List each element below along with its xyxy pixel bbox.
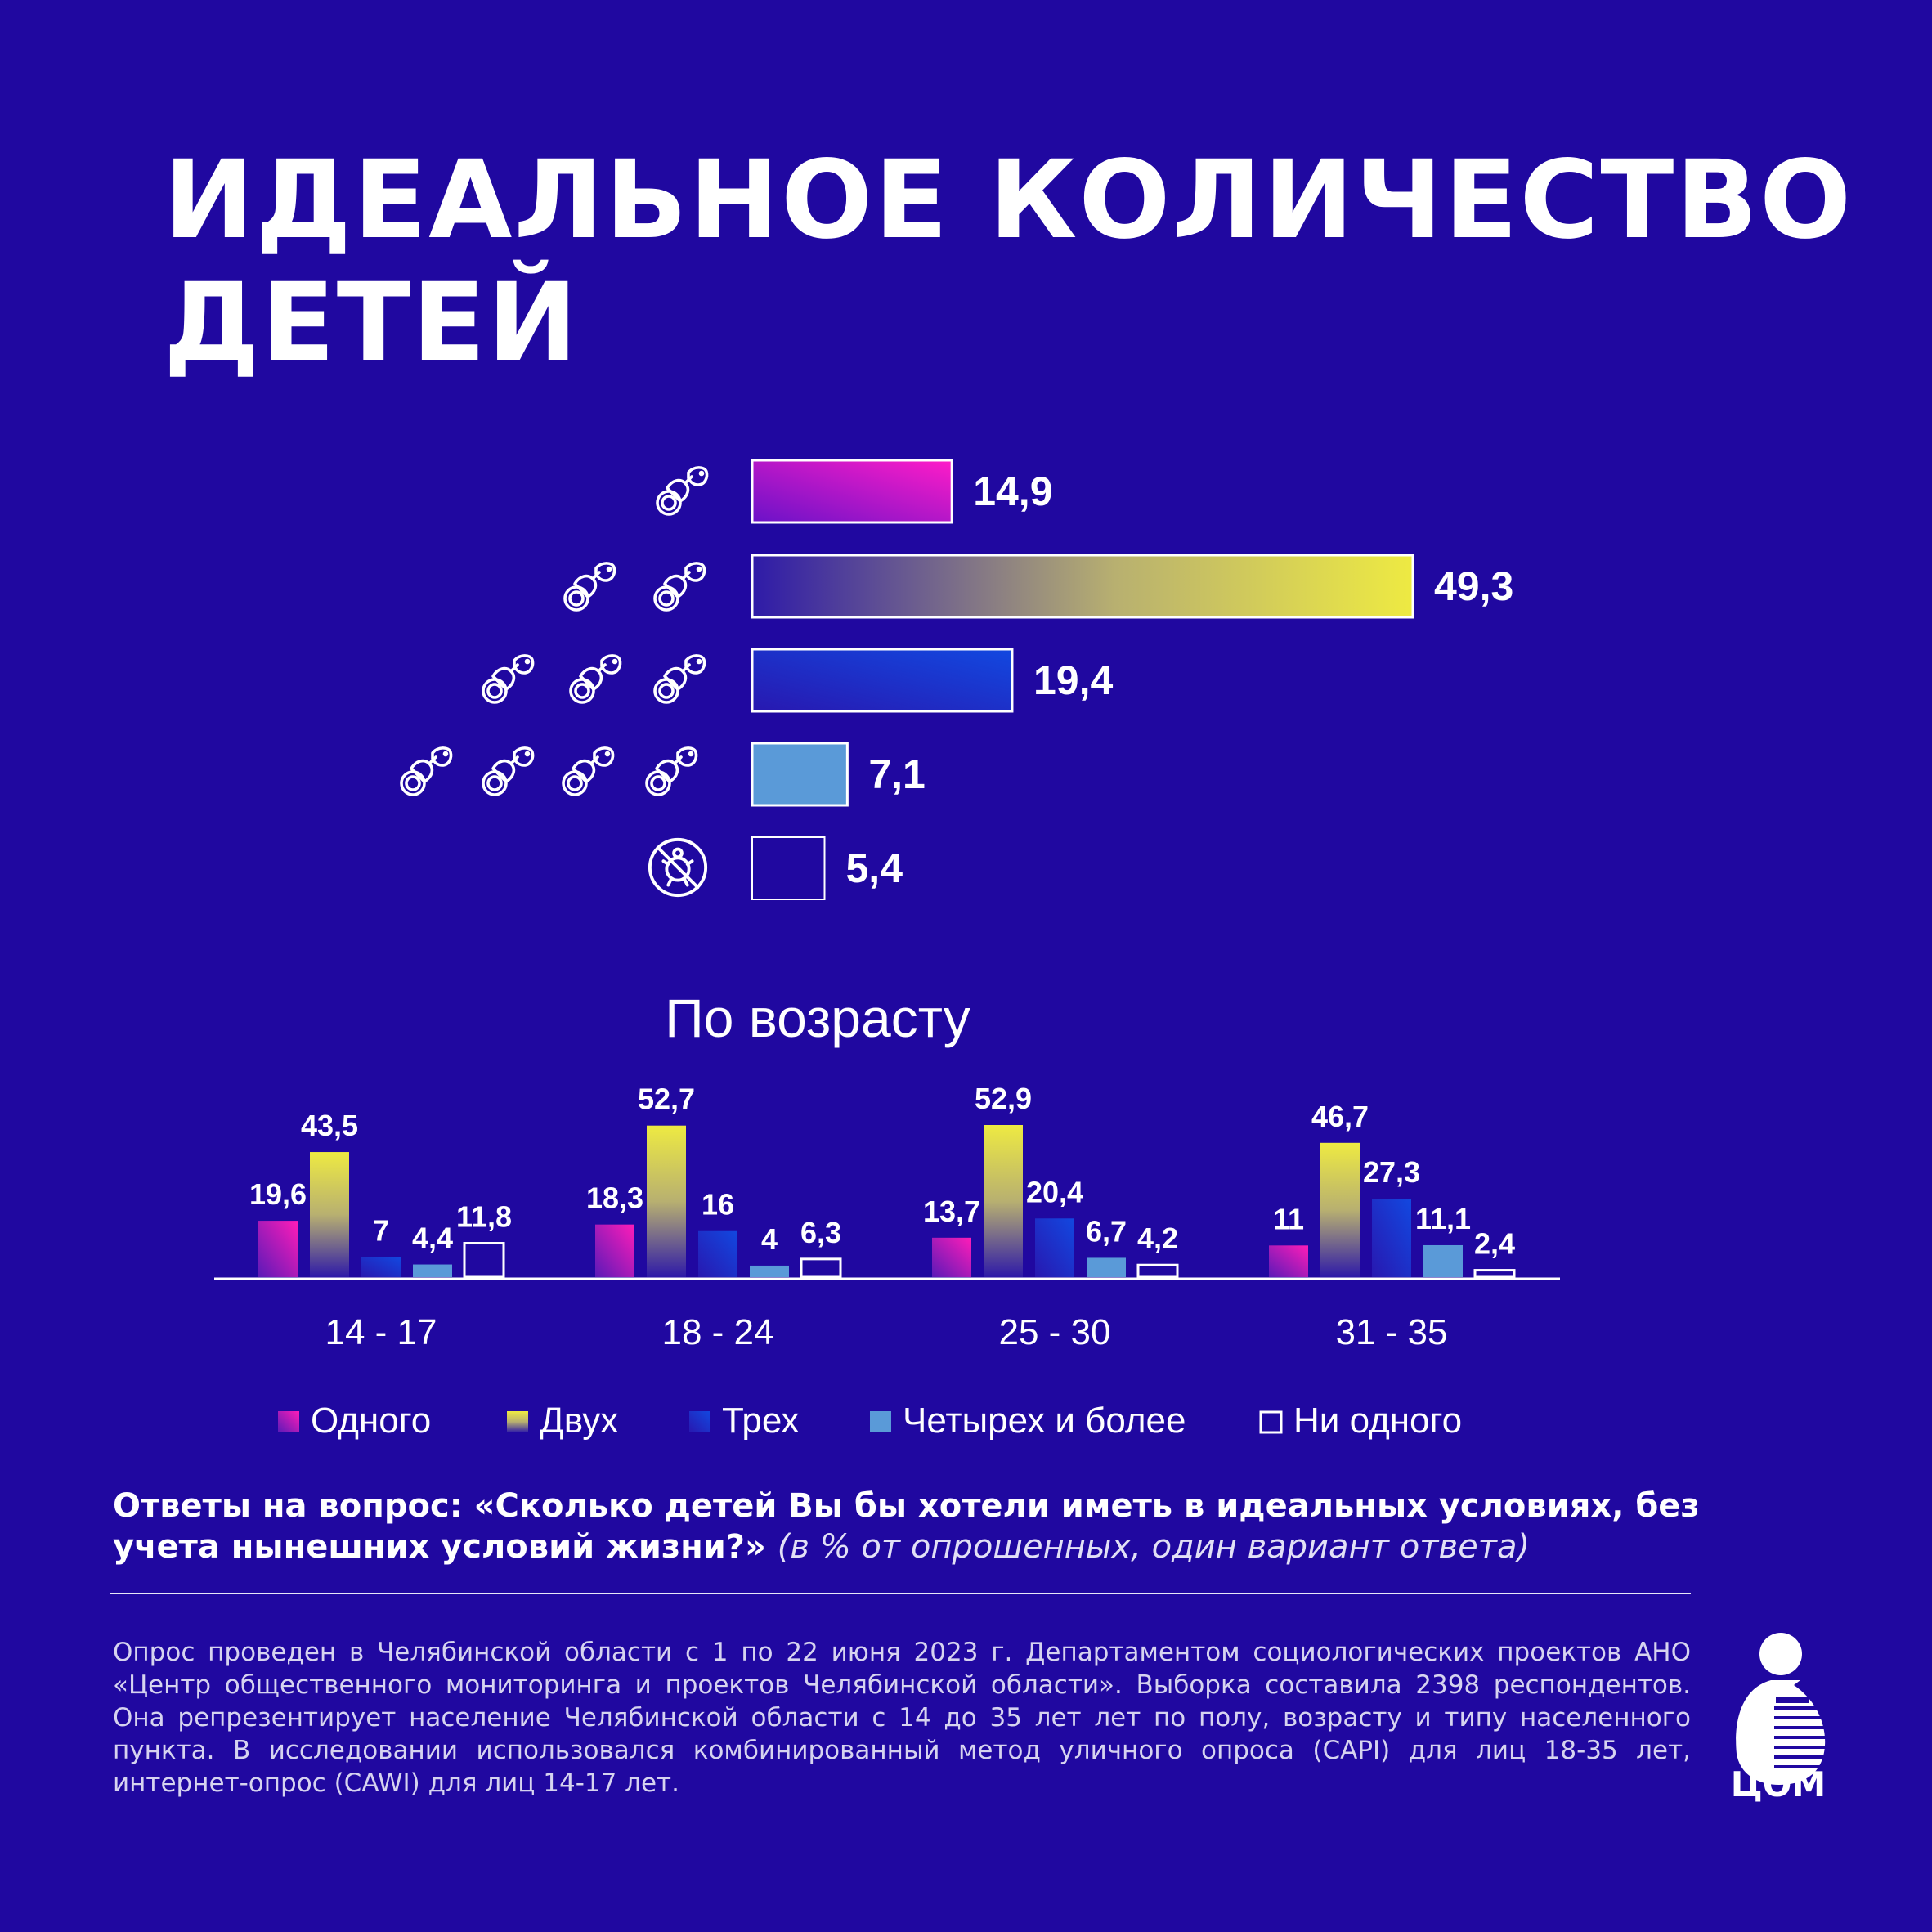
label-two-children: 49,3 xyxy=(1434,563,1513,609)
bar-three-1 xyxy=(698,1230,737,1277)
bar-none-1 xyxy=(800,1257,842,1279)
question-text: Ответы на вопрос: «Сколько детей Вы бы х… xyxy=(113,1487,1700,1566)
legend-item-two: Двух xyxy=(507,1401,618,1441)
data-label-none-1: 6,3 xyxy=(800,1216,841,1249)
legend-label-four-plus: Четырех и более xyxy=(903,1401,1186,1441)
data-label-three-3: 27,3 xyxy=(1363,1155,1420,1189)
legend-item-four-plus: Четырех и более xyxy=(870,1401,1186,1441)
bar-no-children xyxy=(751,836,826,900)
bar-one-3 xyxy=(1269,1245,1308,1277)
bar-none-3 xyxy=(1473,1269,1516,1279)
bar-two-1 xyxy=(647,1125,686,1277)
age-grouped-bar-chart: 19,6 43,5 7 4,411,8 18,3 52,7 16 4 6,3 13,7 52,9 20… xyxy=(249,1082,1516,1279)
data-label-none-0: 11,8 xyxy=(456,1200,512,1234)
legend-label-two: Двух xyxy=(540,1401,618,1441)
bar-one-0 xyxy=(258,1221,298,1277)
bar-four-plus-2 xyxy=(1087,1257,1126,1277)
legend-swatch-three xyxy=(689,1411,710,1432)
data-label-four-plus-2: 6,7 xyxy=(1086,1214,1127,1248)
data-label-one-3: 11 xyxy=(1273,1202,1304,1235)
bar-four-plus-0 xyxy=(413,1264,452,1277)
legend-swatch-four-plus xyxy=(870,1411,891,1432)
legend-label-one: Одного xyxy=(311,1401,431,1441)
data-label-three-2: 20,4 xyxy=(1026,1175,1083,1208)
com-logo xyxy=(1736,1633,1827,1785)
pacifier-icon xyxy=(562,746,615,796)
bar-three-3 xyxy=(1372,1199,1411,1277)
bar-none-2 xyxy=(1136,1263,1179,1279)
legend: Одного Двух Трех Четырех и более Ни одно… xyxy=(278,1401,1462,1441)
logo-text: ЦОМ xyxy=(1730,1764,1827,1804)
no-child-icon xyxy=(648,837,708,898)
data-label-one-2: 13,7 xyxy=(923,1195,980,1228)
bar-one-2 xyxy=(932,1237,971,1277)
data-label-two-1: 52,7 xyxy=(638,1083,695,1116)
pacifier-icon xyxy=(653,562,706,612)
divider xyxy=(110,1593,1691,1594)
data-label-none-2: 4,2 xyxy=(1137,1222,1178,1255)
data-label-three-1: 16 xyxy=(702,1188,734,1222)
ideal-children-bar-chart: 14,9 49,3 19,4 7,1 5,4 xyxy=(400,459,1513,900)
age-label-0: 14 - 17 xyxy=(325,1312,437,1352)
legend-swatch-one xyxy=(278,1411,299,1432)
age-label-3: 31 - 35 xyxy=(1336,1312,1448,1352)
label-no-children: 5,4 xyxy=(846,845,903,891)
row-two-icons xyxy=(563,562,706,612)
label-one-child: 14,9 xyxy=(973,468,1052,514)
pacifier-icon xyxy=(569,654,622,704)
legend-label-three: Трех xyxy=(722,1401,799,1441)
label-three-children: 19,4 xyxy=(1033,657,1114,703)
title-line-1: ИДЕАЛЬНОЕ КОЛИЧЕСТВО xyxy=(164,137,1854,263)
pacifier-icon xyxy=(653,654,706,704)
data-label-two-3: 46,7 xyxy=(1311,1100,1369,1133)
data-label-two-2: 52,9 xyxy=(975,1082,1032,1115)
data-label-none-3: 2,4 xyxy=(1474,1227,1515,1261)
data-label-three-0: 7 xyxy=(373,1213,389,1247)
methodology-text: Опрос проведен в Челябинской области с 1… xyxy=(113,1638,1691,1798)
bar-four-plus-1 xyxy=(750,1265,789,1277)
bar-two-children xyxy=(751,554,1414,619)
age-chart-title: По возрасту xyxy=(665,988,970,1048)
data-label-one-1: 18,3 xyxy=(586,1181,643,1215)
bar-two-2 xyxy=(984,1125,1023,1277)
bar-three-children xyxy=(751,648,1014,713)
legend-item-three: Трех xyxy=(689,1401,799,1441)
pacifier-icon xyxy=(563,562,616,612)
legend-item-one: Одного xyxy=(278,1401,431,1441)
data-label-four-plus-1: 4 xyxy=(761,1222,778,1256)
bar-one-child xyxy=(751,459,953,524)
pacifier-icon xyxy=(482,654,535,704)
page-title: ИДЕАЛЬНОЕ КОЛИЧЕСТВО ДЕТЕЙ xyxy=(164,139,1853,384)
question-note: (в % от опрошенных, один вариант ответа) xyxy=(777,1528,1531,1566)
data-label-two-0: 43,5 xyxy=(301,1109,358,1142)
title-line-2: ДЕТЕЙ xyxy=(164,260,580,386)
label-four-plus-children: 7,1 xyxy=(868,751,926,797)
data-label-four-plus-0: 4,4 xyxy=(412,1222,453,1255)
row-four-icons xyxy=(400,746,698,796)
row-three-icons xyxy=(482,654,706,704)
pacifier-icon xyxy=(656,466,709,516)
pacifier-icon xyxy=(645,746,698,796)
legend-item-none: Ни одного xyxy=(1259,1401,1462,1441)
pacifier-icon xyxy=(482,746,535,796)
age-group-labels: 14 - 17 18 - 24 25 - 30 31 - 35 xyxy=(325,1312,1448,1352)
row-one-icons xyxy=(656,466,709,516)
bar-three-2 xyxy=(1035,1218,1074,1277)
age-label-2: 25 - 30 xyxy=(999,1312,1111,1352)
bar-none-0 xyxy=(463,1242,505,1279)
bar-three-0 xyxy=(361,1257,401,1277)
data-label-four-plus-3: 11,1 xyxy=(1415,1202,1471,1235)
legend-label-none: Ни одного xyxy=(1293,1401,1462,1441)
bar-two-3 xyxy=(1320,1142,1360,1277)
legend-swatch-none xyxy=(1259,1410,1283,1434)
bar-two-0 xyxy=(310,1152,349,1277)
survey-question: Ответы на вопрос: «Сколько детей Вы бы х… xyxy=(113,1486,1797,1567)
bar-four-plus-children xyxy=(751,742,849,807)
legend-swatch-two xyxy=(507,1411,528,1432)
data-label-one-0: 19,6 xyxy=(249,1177,307,1211)
pacifier-icon xyxy=(400,746,453,796)
age-label-1: 18 - 24 xyxy=(662,1312,774,1352)
bar-one-1 xyxy=(595,1224,634,1277)
bar-four-plus-3 xyxy=(1423,1244,1463,1277)
